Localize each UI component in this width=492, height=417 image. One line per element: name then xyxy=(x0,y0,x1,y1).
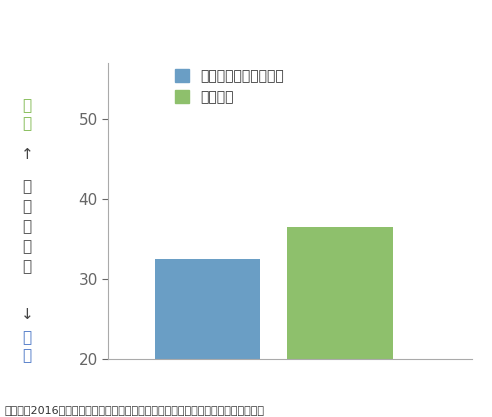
Text: 低
い: 低 い xyxy=(23,330,31,363)
Legend: 内観的認知行動療法前, ６か月後: 内観的認知行動療法前, ６か月後 xyxy=(170,63,290,110)
Text: 高
い: 高 い xyxy=(23,98,31,131)
Text: ↑: ↑ xyxy=(21,147,33,162)
Text: 心
の
健
康
度: 心 の 健 康 度 xyxy=(23,179,31,274)
Text: 渡辺ら（2016）デイケアプログラムにおける内観的認知療法より一部改変して図示: 渡辺ら（2016）デイケアプログラムにおける内観的認知療法より一部改変して図示 xyxy=(5,405,265,415)
Bar xyxy=(287,226,393,417)
Bar xyxy=(154,259,260,417)
Text: ↓: ↓ xyxy=(21,307,33,322)
